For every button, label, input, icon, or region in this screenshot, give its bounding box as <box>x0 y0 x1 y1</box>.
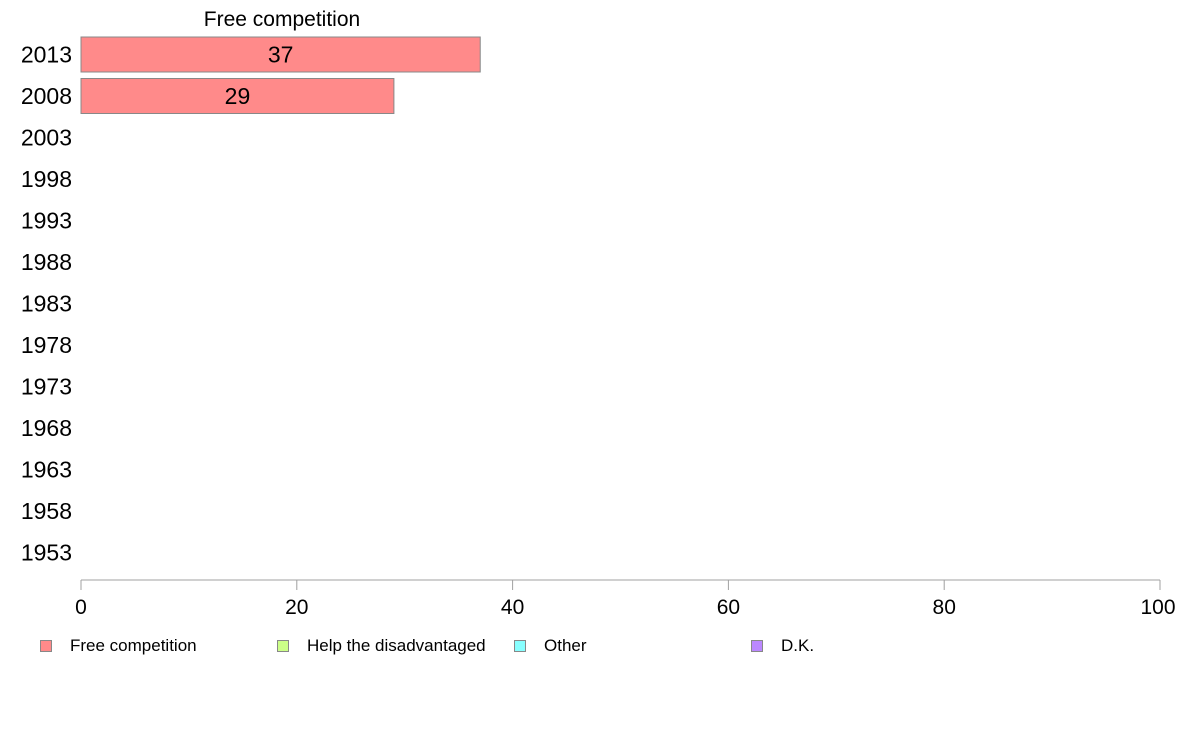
legend-swatch <box>514 640 526 652</box>
legend-swatch <box>277 640 289 652</box>
y-tick-label: 1963 <box>21 457 72 483</box>
x-tick-label: 0 <box>75 596 87 619</box>
y-tick-label: 1988 <box>21 249 72 275</box>
x-tick-label: 20 <box>285 596 308 619</box>
bar-value-labels: 37 29 <box>225 42 294 110</box>
y-tick-label: 1973 <box>21 374 72 400</box>
legend: Free competition Help the disadvantaged Ot… <box>40 636 1180 658</box>
bar <box>80 36 481 73</box>
legend-label: D.K. <box>781 636 815 655</box>
x-tick-label: 100 <box>1140 596 1175 619</box>
legend-swatch <box>40 640 52 652</box>
bar-value-label: 29 <box>225 83 251 109</box>
x-tick-label: 80 <box>933 596 956 619</box>
y-tick-label: 1953 <box>21 540 72 566</box>
x-axis-ticks: 0 20 40 60 80 100 <box>75 580 1176 619</box>
x-tick-label: 60 <box>717 596 740 619</box>
y-tick-label: 1993 <box>21 208 72 234</box>
bars <box>80 36 481 114</box>
legend-item: Other <box>514 636 587 656</box>
y-tick-label: 1998 <box>21 166 72 192</box>
bar <box>80 78 395 114</box>
x-tick-label: 40 <box>501 596 524 619</box>
bar-value-label: 37 <box>268 42 294 68</box>
y-tick-label: 2008 <box>21 83 72 109</box>
y-tick-label: 1958 <box>21 498 72 524</box>
legend-label: Help the disadvantaged <box>307 636 486 655</box>
y-tick-label: 1968 <box>21 415 72 441</box>
y-tick-label: 1983 <box>21 291 72 317</box>
legend-item: Free competition <box>40 636 197 656</box>
y-tick-label: 2013 <box>21 42 72 68</box>
y-tick-label: 2003 <box>21 125 72 151</box>
legend-label: Other <box>544 636 587 655</box>
legend-item: D.K. <box>751 636 814 656</box>
chart-title: Free competition <box>204 8 360 31</box>
legend-swatch <box>751 640 763 652</box>
bar-chart: Free competition 2013 2008 2003 1998 1993 198… <box>21 8 1176 619</box>
y-tick-label: 1978 <box>21 332 72 358</box>
y-axis-labels: 2013 2008 2003 1998 1993 1988 1983 1978 1973 1968… <box>21 42 72 566</box>
legend-label: Free competition <box>70 636 197 655</box>
legend-item: Help the disadvantaged <box>277 636 486 656</box>
